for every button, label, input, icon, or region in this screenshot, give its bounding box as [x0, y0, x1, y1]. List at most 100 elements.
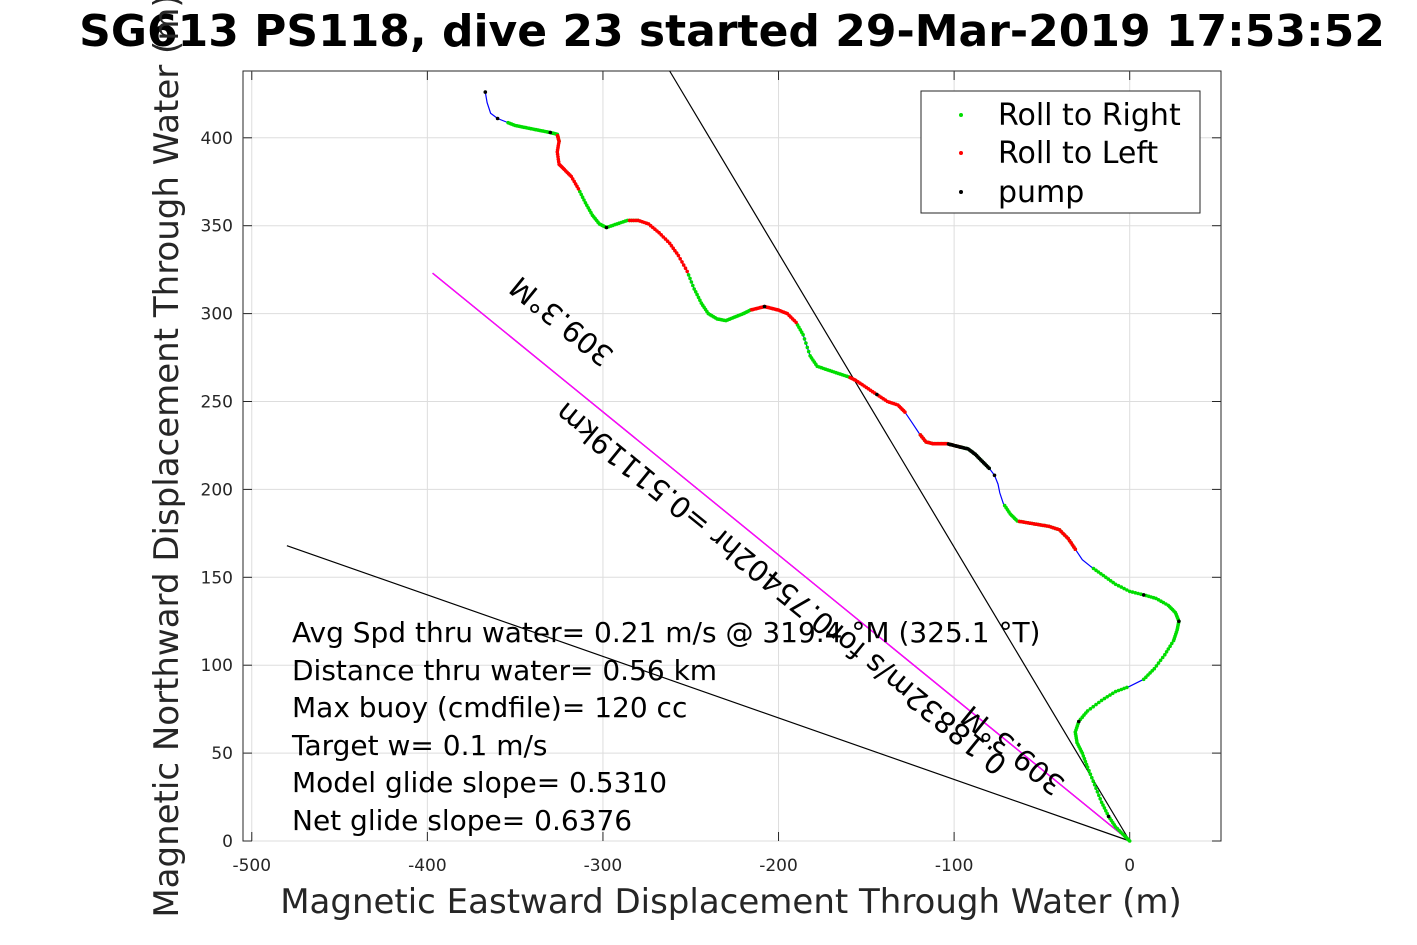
roll-right-marker: [1088, 707, 1093, 711]
roll-right-marker: [506, 120, 510, 125]
pump-marker: [762, 304, 767, 309]
roll-right-marker: [1092, 782, 1097, 787]
roll-right-marker: [1094, 568, 1098, 573]
roll-right-marker: [1106, 577, 1111, 581]
roll-right-marker: [1082, 756, 1087, 761]
bound-line-2: [286, 545, 1130, 842]
roll-right-marker: [1108, 693, 1112, 697]
roll-right-marker: [692, 287, 696, 291]
x-tick-label: -300: [584, 856, 623, 876]
roll-right-marker: [1104, 809, 1108, 813]
roll-right-marker: [699, 301, 704, 305]
roll-right-marker: [1081, 754, 1086, 758]
y-tick-label: 150: [201, 568, 233, 588]
roll-right-marker: [802, 337, 807, 341]
roll-right-marker: [1102, 806, 1107, 810]
legend-label-pump: pump: [998, 175, 1084, 210]
roll-right-marker: [1111, 691, 1115, 696]
roll-right-marker: [804, 341, 808, 345]
roll-right-marker: [1116, 688, 1121, 693]
roll-right-marker: [1095, 790, 1100, 794]
roll-right-marker: [1088, 772, 1093, 776]
roll-right-marker: [1130, 590, 1135, 594]
roll-right-marker: [805, 345, 810, 350]
reference-lines: [286, 70, 1131, 842]
bound-line-1: [669, 70, 1131, 842]
roll-right-marker: [1105, 811, 1109, 816]
y-tick-label: 300: [201, 305, 233, 325]
annotation-target-w: Target w= 0.1 m/s: [291, 729, 548, 762]
x-tick-label: -400: [408, 856, 447, 876]
legend-marker-roll-left: [959, 151, 963, 155]
roll-right-marker: [1111, 580, 1115, 585]
ticks: -500 -400 -300 -200 -100 0 0 50 100 150 200 250 300 3…: [201, 71, 1221, 876]
roll-right-marker: [1097, 793, 1101, 798]
x-tick-label: -100: [935, 856, 974, 876]
roll-left-marker: [627, 218, 632, 223]
y-tick-label: 100: [201, 656, 233, 676]
roll-right-marker: [1090, 775, 1094, 780]
roll-right-marker: [688, 276, 692, 281]
roll-right-marker: [1102, 696, 1107, 701]
pump-marker: [1077, 719, 1081, 724]
roll-right-marker: [806, 349, 811, 354]
annotation-avg-speed: Avg Spd thru water= 0.21 m/s @ 319.4 °M …: [292, 616, 1040, 649]
annotation-distance: Distance thru water= 0.56 km: [292, 654, 717, 687]
roll-right-marker: [1170, 641, 1174, 646]
roll-left-marker: [918, 433, 923, 437]
roll-right-marker: [1133, 591, 1138, 595]
roll-right-marker: [583, 201, 588, 205]
roll-left-marker: [680, 260, 684, 264]
roll-right-marker: [1122, 586, 1126, 591]
y-tick-label: 400: [201, 129, 233, 149]
x-tick-label: -200: [759, 856, 798, 876]
roll-right-marker: [578, 189, 582, 194]
roll-left-marker: [1017, 519, 1022, 524]
pump-marker: [992, 473, 997, 478]
pump-marker: [946, 442, 951, 446]
annotation-net-glide: Net glide slope= 0.6376: [292, 804, 632, 837]
roll-right-marker: [582, 198, 586, 202]
roll-right-marker: [693, 290, 698, 294]
roll-left-marker: [683, 266, 688, 271]
x-tick-label: 0: [1124, 856, 1135, 876]
y-axis-label: Magnetic Northward Displacement Through …: [147, 0, 187, 918]
roll-right-marker: [1154, 664, 1159, 668]
roll-right-marker: [1160, 655, 1165, 660]
pump-marker: [875, 392, 879, 397]
markers: [483, 90, 1181, 843]
roll-right-marker: [1136, 591, 1140, 596]
y-tick-label: 200: [201, 480, 233, 500]
roll-left-marker: [685, 269, 689, 274]
legend-label-roll-right: Roll to Right: [998, 98, 1181, 133]
roll-right-marker: [1099, 698, 1104, 703]
roll-right-marker: [1163, 652, 1167, 657]
annotation-model-glide: Model glide slope= 0.5310: [292, 766, 667, 799]
roll-right-marker: [1083, 759, 1088, 764]
roll-right-marker: [695, 292, 699, 297]
pump-marker: [604, 225, 609, 230]
grid: [243, 71, 1221, 842]
roll-right-marker: [1119, 585, 1124, 589]
roll-right-marker: [1084, 762, 1089, 767]
legend: Roll to Right Roll to Left pump: [920, 90, 1201, 214]
roll-right-marker: [580, 195, 585, 199]
roll-right-marker: [1152, 666, 1157, 671]
roll-right-marker: [1168, 644, 1172, 648]
legend-marker-roll-right: [959, 113, 963, 117]
roll-right-marker: [696, 295, 701, 300]
y-tick-label: 350: [201, 217, 233, 237]
roll-right-marker: [698, 298, 702, 303]
roll-right-marker: [1101, 803, 1105, 807]
roll-right-marker: [1087, 768, 1091, 773]
roll-right-marker: [1125, 588, 1129, 592]
pump-marker: [1106, 814, 1111, 819]
annotation-max-buoy: Max buoy (cmdfile)= 120 cc: [292, 691, 687, 724]
roll-right-marker: [1125, 685, 1129, 690]
roll-right-marker: [1119, 687, 1124, 692]
roll-right-marker: [1091, 779, 1095, 783]
annotation-block: Avg Spd thru water= 0.21 m/s @ 319.4 °M …: [291, 616, 1040, 837]
roll-right-marker: [1158, 658, 1163, 663]
roll-left-marker: [678, 257, 682, 261]
